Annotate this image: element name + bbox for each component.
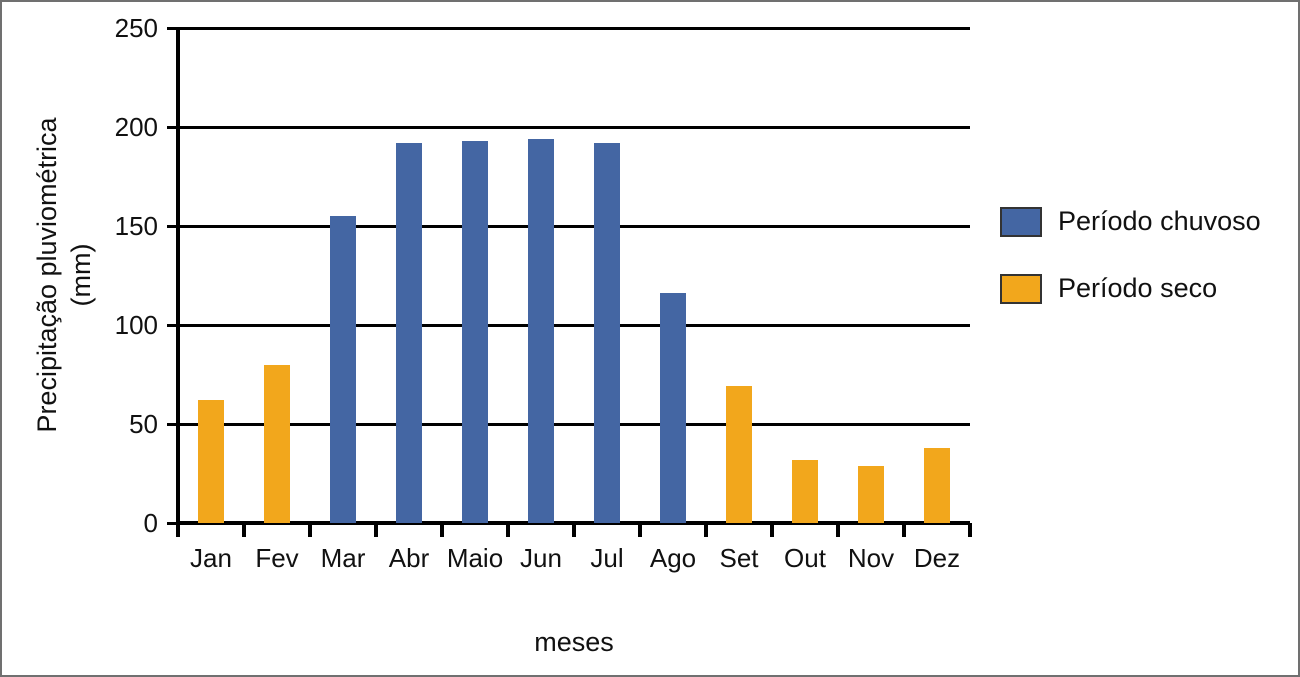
y-tick-label-200: 200 [114, 112, 158, 142]
x-tick-label-out: Out [784, 543, 826, 573]
x-tick-label-set: Set [719, 543, 759, 573]
x-tick-label-jan: Jan [190, 543, 232, 573]
x-tick-12 [968, 523, 972, 537]
bar-jan [198, 400, 224, 523]
y-tick-label-250: 250 [114, 13, 158, 43]
gridline-100 [178, 323, 970, 327]
y-axis-title: Precipitação pluviométrica (mm) [30, 117, 98, 432]
y-tick-label-0: 0 [143, 508, 158, 538]
x-tick-10 [836, 523, 840, 537]
x-tick-9 [770, 523, 774, 537]
x-tick-0 [176, 523, 180, 537]
y-tick-label-50: 50 [129, 409, 158, 439]
x-tick-4 [440, 523, 444, 537]
bar-dez [924, 447, 950, 523]
legend-item-chuvoso: Período chuvoso [1000, 206, 1261, 237]
bar-abr [396, 142, 422, 523]
x-tick-label-dez: Dez [913, 543, 961, 573]
gridline-200 [178, 125, 970, 129]
x-tick-label-jun: Jun [520, 543, 562, 573]
bar-ago [660, 293, 686, 523]
bar-set [726, 386, 752, 523]
bar-nov [858, 465, 884, 523]
gridline-250 [178, 26, 970, 30]
legend: Período chuvoso Período seco [1000, 206, 1261, 304]
legend-item-seco: Período seco [1000, 273, 1261, 304]
x-tick-2 [308, 523, 312, 537]
x-tick-label-maio: Maio [446, 543, 504, 573]
x-tick-8 [704, 523, 708, 537]
x-tick-label-ago: Ago [649, 543, 697, 573]
y-axis-title-line1: Precipitação pluviométrica [32, 117, 62, 433]
y-tick-label-150: 150 [114, 211, 158, 241]
legend-label-seco: Período seco [1058, 273, 1218, 303]
y-axis-line [176, 28, 180, 537]
x-tick-3 [374, 523, 378, 537]
y-tick-label-100: 100 [114, 310, 158, 340]
x-tick-11 [902, 523, 906, 537]
bar-mar [330, 216, 356, 523]
x-tick-label-jul: Jul [590, 543, 624, 573]
bar-fev [264, 364, 290, 523]
x-tick-7 [638, 523, 642, 537]
x-axis-title: meses [534, 627, 614, 657]
gridline-150 [178, 224, 970, 228]
legend-label-chuvoso: Período chuvoso [1058, 206, 1261, 236]
legend-swatch-chuvoso [1000, 206, 1042, 237]
x-tick-label-mar: Mar [320, 543, 366, 573]
x-tick-6 [572, 523, 576, 537]
legend-swatch-seco [1000, 273, 1042, 304]
bar-out [792, 459, 818, 523]
x-tick-label-abr: Abr [388, 543, 430, 573]
bar-maio [462, 140, 488, 523]
y-axis-title-line2: (mm) [66, 243, 96, 307]
gridline-50 [178, 422, 970, 426]
x-tick-label-fev: Fev [255, 543, 299, 573]
bar-jul [594, 142, 620, 523]
x-tick-5 [506, 523, 510, 537]
bar-jun [528, 138, 554, 523]
x-tick-label-nov: Nov [847, 543, 895, 573]
x-tick-1 [242, 523, 246, 537]
